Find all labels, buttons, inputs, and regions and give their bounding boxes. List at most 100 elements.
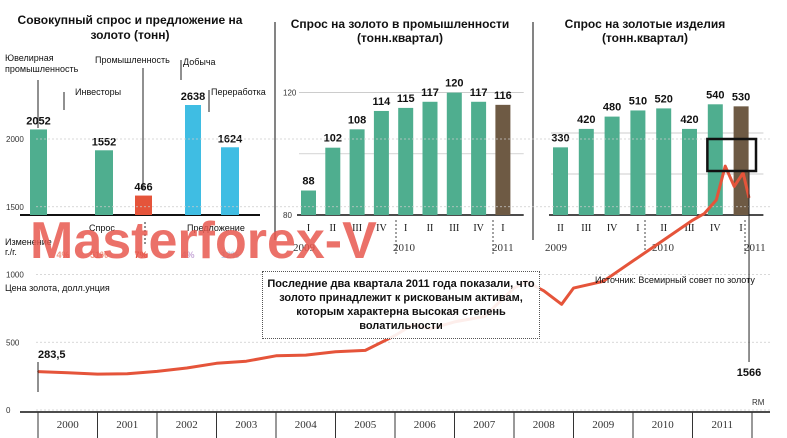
- panel1-category-label: Промышленность: [95, 55, 170, 65]
- panel1-value: 1624: [218, 133, 243, 145]
- price-xtick: 2002: [176, 419, 198, 431]
- panel1-change-value: 4%: [181, 250, 194, 260]
- panel2-xtick: II: [329, 223, 336, 234]
- panel3-xtick: III: [581, 223, 591, 234]
- price-point: [215, 362, 218, 365]
- price-point: [542, 289, 545, 292]
- watermark: Masterforex-V: [30, 212, 377, 270]
- panel1-bar: [30, 129, 47, 215]
- panel3-title: Спрос на золотые изделия (тонн.квартал): [565, 17, 726, 45]
- price-point: [304, 354, 307, 356]
- panel2-bar: [349, 129, 365, 215]
- panel1-change-value: 7%: [134, 250, 147, 260]
- panel2-title: Спрос на золото в промышленности (тонн.кв…: [291, 17, 510, 45]
- price-xtick: 2005: [354, 419, 377, 431]
- price-ytick: 1000: [6, 271, 24, 280]
- price-ytick: 1500: [6, 203, 24, 212]
- price-point: [661, 239, 664, 242]
- price-point: [96, 373, 99, 375]
- panel2-bar: [398, 107, 414, 215]
- panel2-year-label: 2009: [293, 242, 316, 254]
- panel2-value: 116: [494, 90, 512, 102]
- panel1-change-value: 4%: [56, 250, 69, 260]
- panel3-value: 420: [577, 114, 595, 126]
- panel3-year-label: 2011: [744, 242, 766, 254]
- panel3-value: 330: [551, 132, 569, 144]
- price-point: [364, 349, 367, 352]
- panel3-xtick: III: [685, 223, 695, 234]
- price-xtick: 2003: [235, 419, 258, 431]
- panel3-value: 540: [706, 89, 724, 101]
- price-ytick: 500: [6, 338, 20, 347]
- panel3-value: 520: [655, 93, 673, 105]
- price-start-label: 283,5: [38, 349, 66, 361]
- price-xtick: 2007: [473, 419, 496, 431]
- panel3-bar: [630, 110, 646, 215]
- panel2-bar: [373, 110, 389, 215]
- panel3-year-label: 2010: [652, 242, 675, 254]
- price-xtick: 2000: [57, 419, 80, 431]
- price-ytick: 0: [6, 406, 11, 415]
- annotation-note: Последние два квартала 2011 года показал…: [262, 271, 540, 339]
- panel3-xtick: IV: [710, 223, 721, 234]
- price-point: [572, 287, 575, 289]
- price-point: [185, 367, 188, 369]
- panel2-bar: [422, 101, 438, 215]
- price-xtick: 2009: [592, 419, 615, 431]
- panel1-change-value: 12%: [221, 250, 239, 260]
- panel2-ytick: 80: [283, 211, 292, 220]
- panel2-ytick: 120: [283, 89, 297, 98]
- price-point: [724, 165, 727, 167]
- panel3-xtick: I: [739, 223, 742, 234]
- panel1-bar: [95, 150, 113, 215]
- panel2-xtick: IV: [376, 223, 387, 234]
- price-end-label: 1566: [737, 367, 761, 379]
- price-point: [334, 350, 337, 353]
- price-point: [126, 372, 129, 375]
- panel3-bar: [733, 106, 749, 215]
- price-xtick: 2011: [711, 419, 733, 431]
- panel3-value: 530: [732, 91, 750, 103]
- panel3-xtick: II: [660, 223, 667, 234]
- panel3-xtick: I: [636, 223, 639, 234]
- panel1-category-label: Переработка: [211, 87, 266, 97]
- panel3-value: 510: [629, 95, 647, 107]
- panel2-value: 108: [348, 114, 366, 126]
- price-point: [66, 371, 69, 374]
- price-point: [703, 212, 706, 215]
- price-point: [560, 303, 563, 306]
- panel1-change-label: Изменение г./г.: [5, 237, 52, 257]
- panel3-bar: [578, 128, 594, 215]
- price-point: [691, 219, 694, 222]
- panel2-xtick: III: [449, 223, 459, 234]
- panel1-change-value: 51%: [90, 250, 108, 260]
- panel2-value: 117: [470, 87, 488, 99]
- price-xtick: 2006: [414, 419, 437, 431]
- price-point: [742, 172, 744, 174]
- price-point: [602, 280, 605, 283]
- panel1-bar: [135, 195, 152, 215]
- panel3-xtick: IV: [607, 223, 618, 234]
- panel2-xtick: I: [501, 223, 504, 234]
- panel1-value: 2638: [181, 91, 205, 103]
- panel3-xtick: II: [557, 223, 564, 234]
- panel3-bar: [682, 128, 697, 215]
- panel1-category-label: Добыча: [183, 57, 216, 67]
- panel2-bar: [446, 92, 462, 215]
- panel1-bar: [221, 147, 239, 215]
- panel1-group-label: Предложение: [187, 223, 245, 233]
- panel1-category-label: Инвесторы: [75, 87, 121, 97]
- panel3-bar: [553, 147, 568, 215]
- panel1-bar: [185, 105, 201, 215]
- panel1-title: Совокупный спрос и предложение на золото …: [18, 13, 243, 42]
- panel2-value: 114: [373, 96, 392, 108]
- price-point: [632, 260, 634, 262]
- panel2-value: 117: [421, 87, 439, 99]
- price-chart-title: Цена золота, долл.унция: [5, 283, 110, 293]
- panel2-xtick: I: [307, 223, 310, 234]
- panel2-xtick: I: [404, 223, 407, 234]
- panel2-bar: [301, 190, 316, 215]
- panel2-value: 120: [445, 78, 463, 90]
- panel2-xtick: III: [352, 223, 362, 234]
